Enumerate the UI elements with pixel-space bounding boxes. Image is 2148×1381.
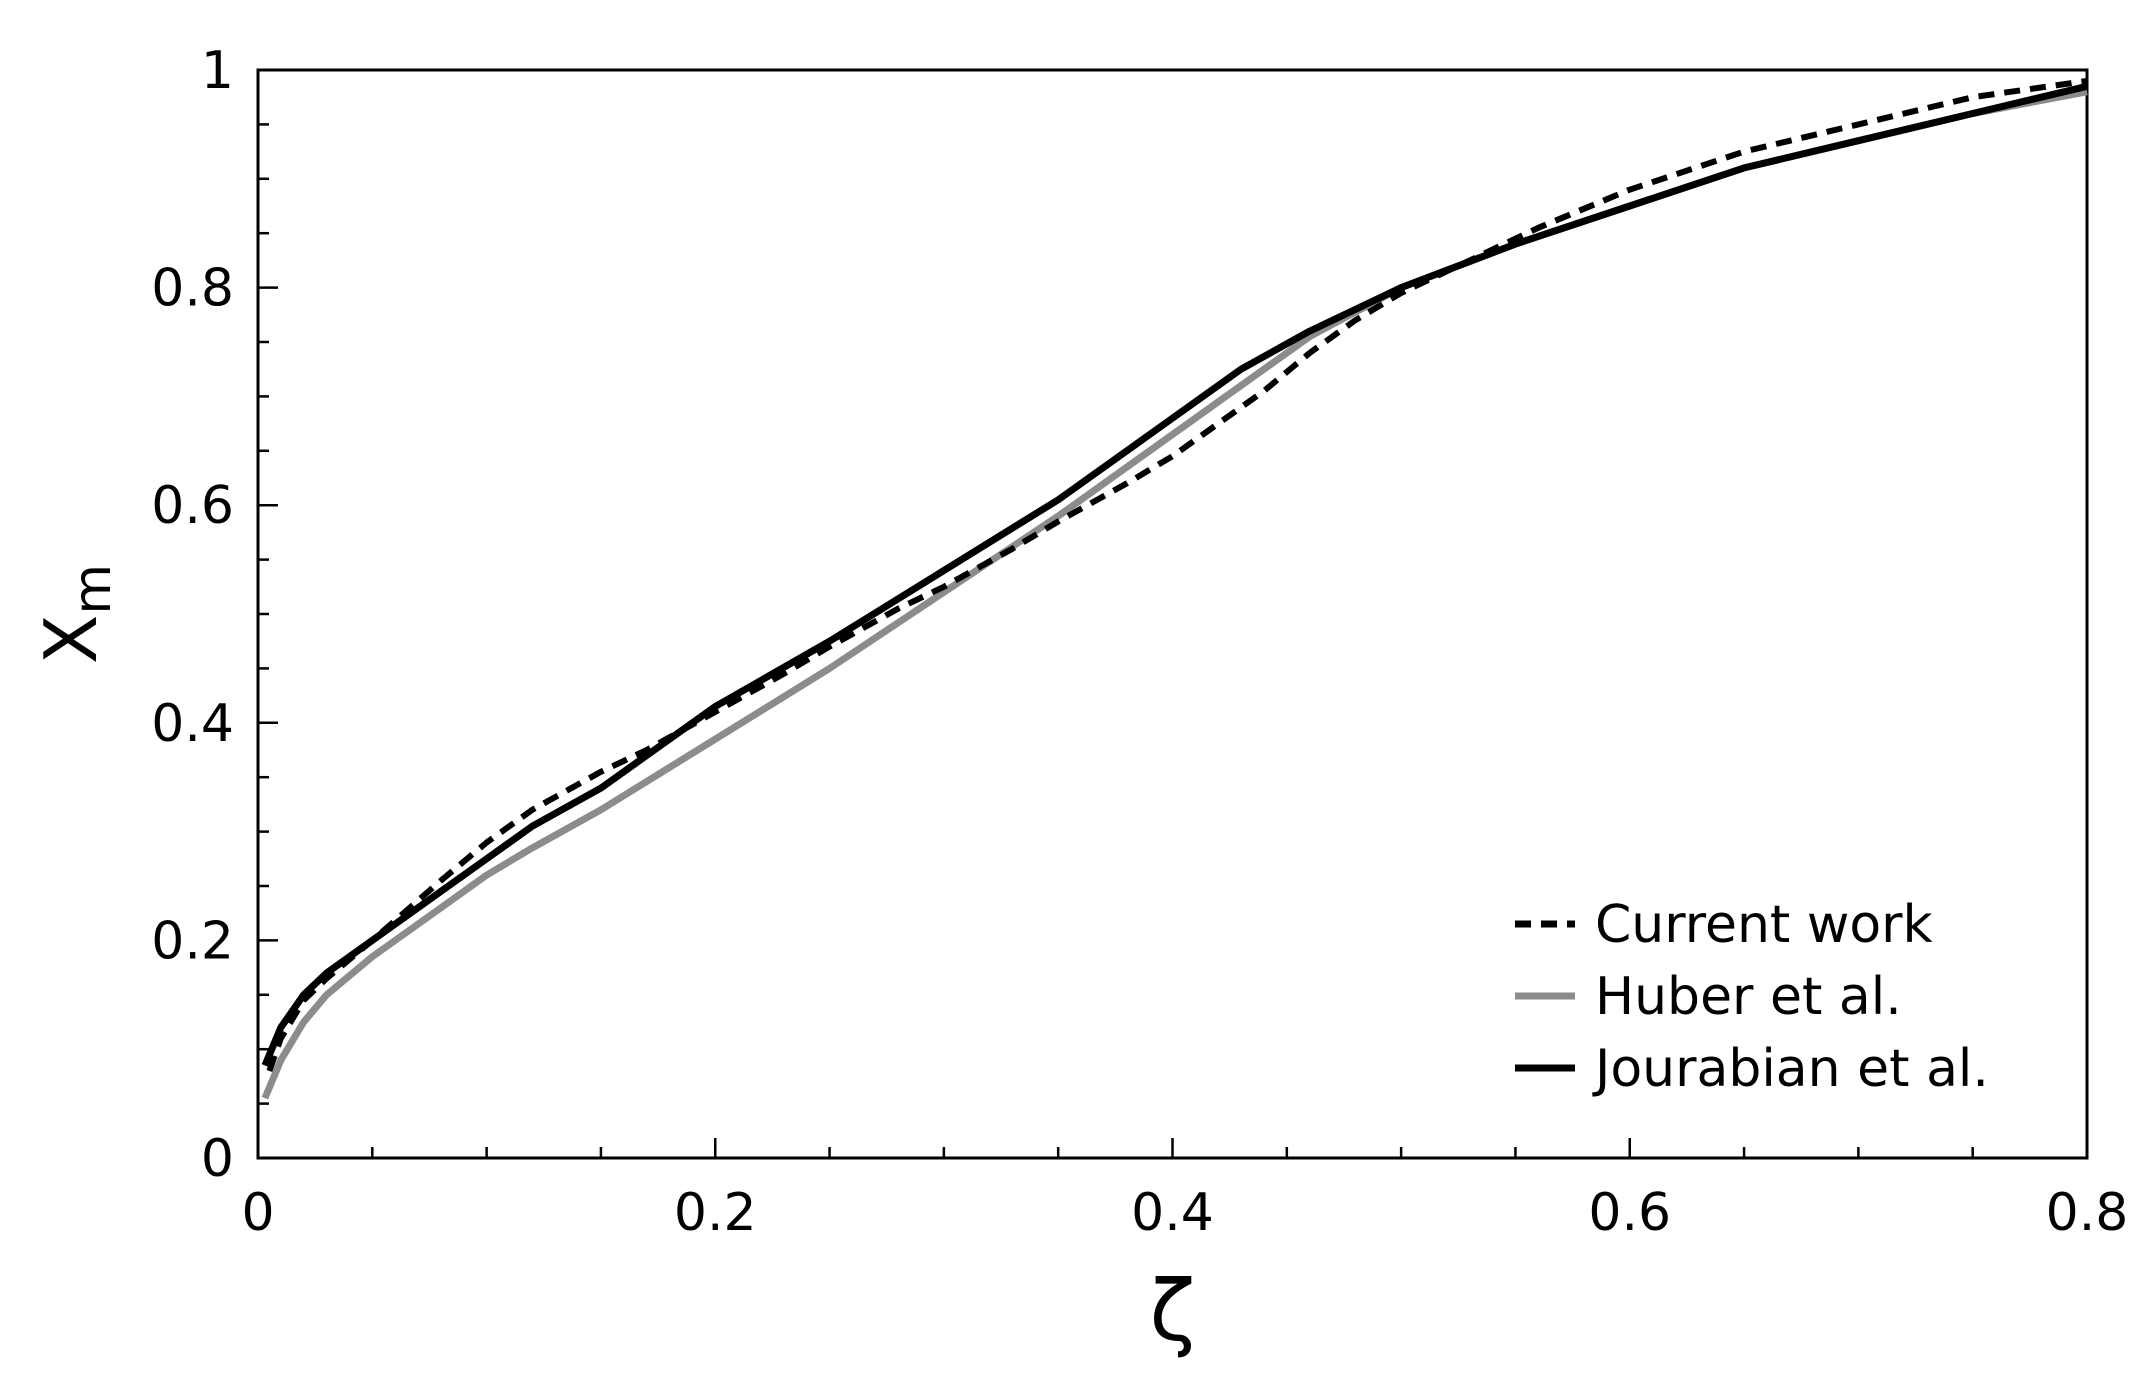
series-line-2 bbox=[261, 82, 2088, 1067]
x-tick-label: 0.4 bbox=[1131, 1183, 1214, 1243]
y-tick-label: 1 bbox=[201, 41, 234, 101]
y-axis-label-text: Xm bbox=[29, 564, 123, 664]
y-tick-label: 0.4 bbox=[151, 694, 234, 754]
x-tick-label: 0.6 bbox=[1588, 1183, 1671, 1243]
series-lines bbox=[261, 77, 2088, 1100]
y-tick-label: 0.2 bbox=[151, 911, 234, 971]
y-tick-label: 0.8 bbox=[151, 259, 234, 319]
x-tick-label: 0 bbox=[241, 1183, 274, 1243]
y-axis-label: Xm bbox=[29, 564, 123, 664]
x-tick-label: 0.8 bbox=[2046, 1183, 2129, 1243]
y-axis-label-subscript: m bbox=[63, 564, 123, 615]
legend-label: Huber et al. bbox=[1595, 967, 1902, 1027]
axis-ticks: 0 0.2 0.4 0.6 0.8 0 0.2 0.4 0.6 0.8 1 bbox=[151, 41, 2128, 1243]
y-tick-label: 0 bbox=[201, 1129, 234, 1189]
series-line-0 bbox=[266, 77, 2088, 1072]
y-tick-label: 0.6 bbox=[151, 476, 234, 536]
legend-label: Current work bbox=[1595, 895, 1933, 955]
legend-label: Jourabian et al. bbox=[1592, 1039, 1989, 1099]
x-tick-label: 0.2 bbox=[674, 1183, 757, 1243]
x-axis-label: ζ bbox=[1150, 1262, 1196, 1360]
y-axis-label-main: X bbox=[29, 615, 113, 664]
legend: Current work Huber et al. Jourabian et al. bbox=[1515, 895, 1989, 1099]
